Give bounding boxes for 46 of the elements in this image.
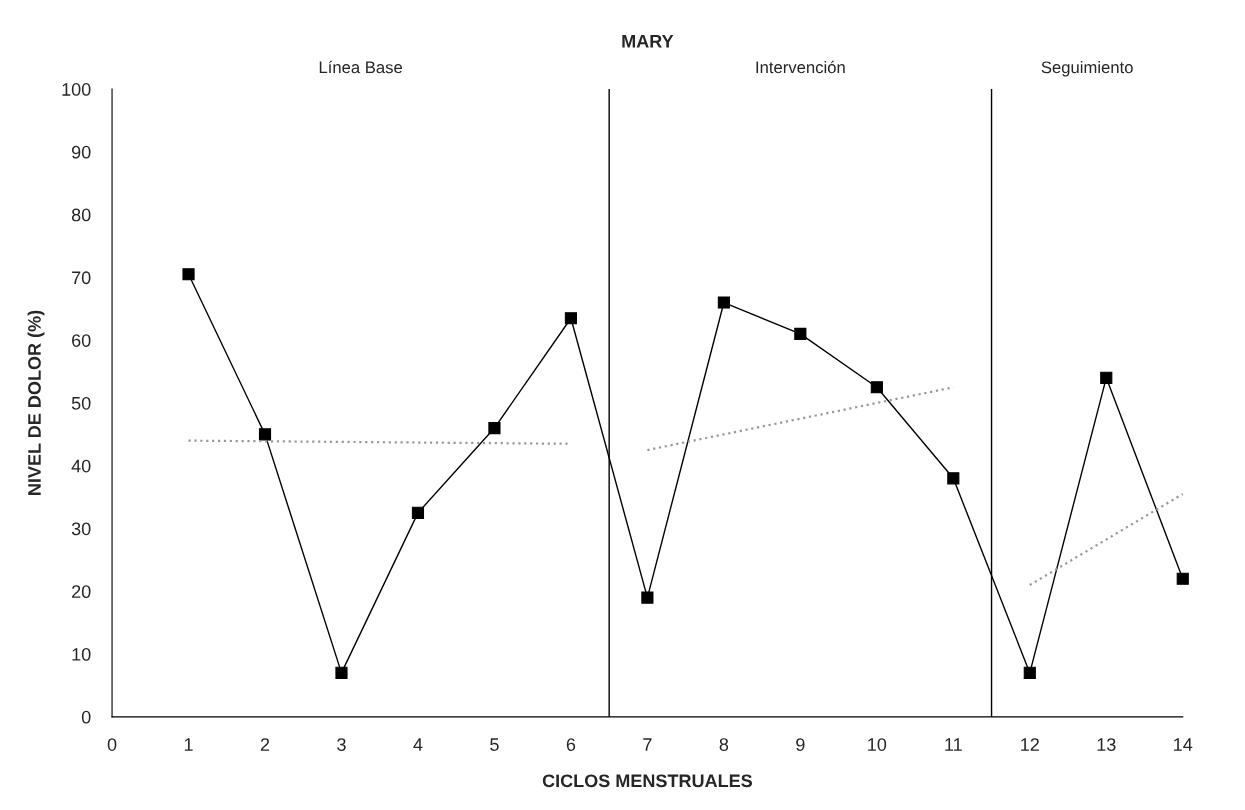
x-tick-label: 4 xyxy=(413,738,423,751)
y-tick-label: 20 xyxy=(72,585,91,599)
x-tick-label: 12 xyxy=(1021,738,1039,751)
point xyxy=(335,666,348,679)
point xyxy=(1176,572,1189,585)
point xyxy=(488,422,501,435)
point xyxy=(717,296,730,309)
x-tick-label: 2 xyxy=(260,738,270,751)
x-tick-label: 0 xyxy=(107,738,117,751)
x-tick-label: 11 xyxy=(945,738,962,751)
x-tick-label: 14 xyxy=(1174,738,1193,751)
text: Línea Base xyxy=(319,60,403,74)
x-tick-label: 10 xyxy=(868,738,887,751)
x-tick-label: 5 xyxy=(490,738,499,751)
point xyxy=(794,327,807,340)
x-axis-title: CICLOS MENSTRUALES xyxy=(542,774,753,788)
point xyxy=(870,381,883,394)
point xyxy=(564,312,577,325)
y-tick-label: 100 xyxy=(62,83,91,96)
y-axis-title: NIVEL DE DOLOR (%) xyxy=(27,310,45,495)
x-tick-label: 13 xyxy=(1097,738,1116,751)
text: Seguimiento xyxy=(1041,61,1133,77)
x-tick-label: 8 xyxy=(719,738,729,751)
point xyxy=(1100,371,1113,384)
y-tick-label: 50 xyxy=(71,396,91,410)
y-tick-label: 40 xyxy=(71,459,91,473)
x-tick-label: 9 xyxy=(796,738,805,751)
x-tick-label: 3 xyxy=(337,738,346,751)
point xyxy=(641,591,654,604)
x-tick-label: 7 xyxy=(643,738,652,751)
point xyxy=(947,472,960,485)
y-tick-label: 0 xyxy=(81,710,91,724)
point xyxy=(258,428,272,441)
point xyxy=(411,506,425,519)
y-tick-label: 10 xyxy=(72,648,91,661)
text: Intervención xyxy=(756,60,845,74)
y-tick-label: 70 xyxy=(72,271,91,285)
y-tick-label: 80 xyxy=(71,208,91,222)
y-tick-label: 60 xyxy=(72,334,91,347)
y-tick-label: 90 xyxy=(71,145,91,159)
y-tick-label: 30 xyxy=(71,522,91,536)
point xyxy=(182,268,195,281)
point xyxy=(1023,666,1036,679)
x-tick-label: 6 xyxy=(566,738,576,751)
x-tick-label: 1 xyxy=(184,738,193,751)
chart-title: MARY xyxy=(622,35,674,48)
